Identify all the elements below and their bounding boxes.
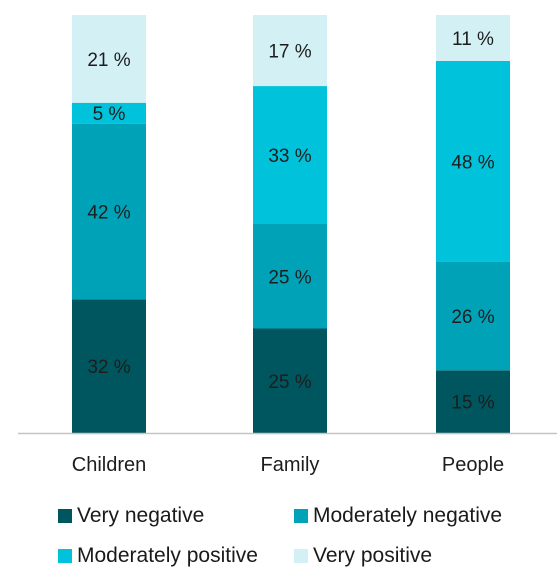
data-label-family-moderately-negative: 25 % xyxy=(268,267,311,288)
bar-segment-children-moderately-negative xyxy=(72,123,146,300)
bar-segment-family-very-positive xyxy=(253,15,327,87)
data-label-people-very-positive: 11 % xyxy=(452,29,494,50)
data-label-family-very-negative: 25 % xyxy=(268,372,311,393)
bar-segment-family-moderately-negative xyxy=(253,224,327,329)
data-label-children-moderately-positive: 5 % xyxy=(93,104,126,125)
legend-label-moderately-negative: Moderately negative xyxy=(313,504,503,527)
bar-segment-people-very-negative xyxy=(436,370,510,433)
data-label-people-moderately-negative: 26 % xyxy=(451,307,494,328)
stacked-bar-chart: 32 % 42 % 5 % 21 % Children 25 % 25 % 33 % 17 % F… xyxy=(18,15,557,476)
legend-item-very-positive: Very positive xyxy=(294,542,432,570)
legend-swatch-very-positive xyxy=(294,549,308,563)
bar-segment-children-very-positive xyxy=(72,15,146,103)
legend-item-moderately-negative: Moderately negative xyxy=(294,502,548,530)
bar-segment-people-moderately-positive xyxy=(436,60,510,262)
x-tick-label-family: Family xyxy=(261,454,320,476)
data-label-family-moderately-positive: 33 % xyxy=(268,146,311,167)
x-tick-label-people: People xyxy=(442,454,504,476)
legend-item-very-negative: Very negative xyxy=(58,502,294,530)
data-label-children-very-negative: 32 % xyxy=(87,357,130,378)
data-label-children-very-positive: 21 % xyxy=(87,50,130,71)
bar-segment-family-very-negative xyxy=(253,328,327,433)
bar-segment-children-moderately-positive xyxy=(72,102,146,124)
bar-segment-people-moderately-negative xyxy=(436,261,510,371)
legend-swatch-moderately-negative xyxy=(294,509,308,523)
legend-item-moderately-positive: Moderately positive xyxy=(58,542,294,570)
legend-swatch-very-negative xyxy=(58,509,72,523)
bar-segment-family-moderately-positive xyxy=(253,86,327,224)
legend-swatch-moderately-positive xyxy=(58,549,72,563)
legend-label-very-negative: Very negative xyxy=(77,504,205,527)
data-label-people-moderately-positive: 48 % xyxy=(451,152,494,173)
data-label-family-very-positive: 17 % xyxy=(268,42,311,63)
x-tick-label-children: Children xyxy=(72,454,146,476)
legend-label-very-positive: Very positive xyxy=(313,544,433,567)
bar-segment-children-very-negative xyxy=(72,299,146,433)
bar-segment-people-very-positive xyxy=(436,15,510,61)
data-label-children-moderately-negative: 42 % xyxy=(87,202,130,223)
data-label-people-very-negative: 15 % xyxy=(451,393,494,414)
legend: Very negative Moderately negative Modera… xyxy=(58,502,548,570)
legend-label-moderately-positive: Moderately positive xyxy=(77,544,258,567)
